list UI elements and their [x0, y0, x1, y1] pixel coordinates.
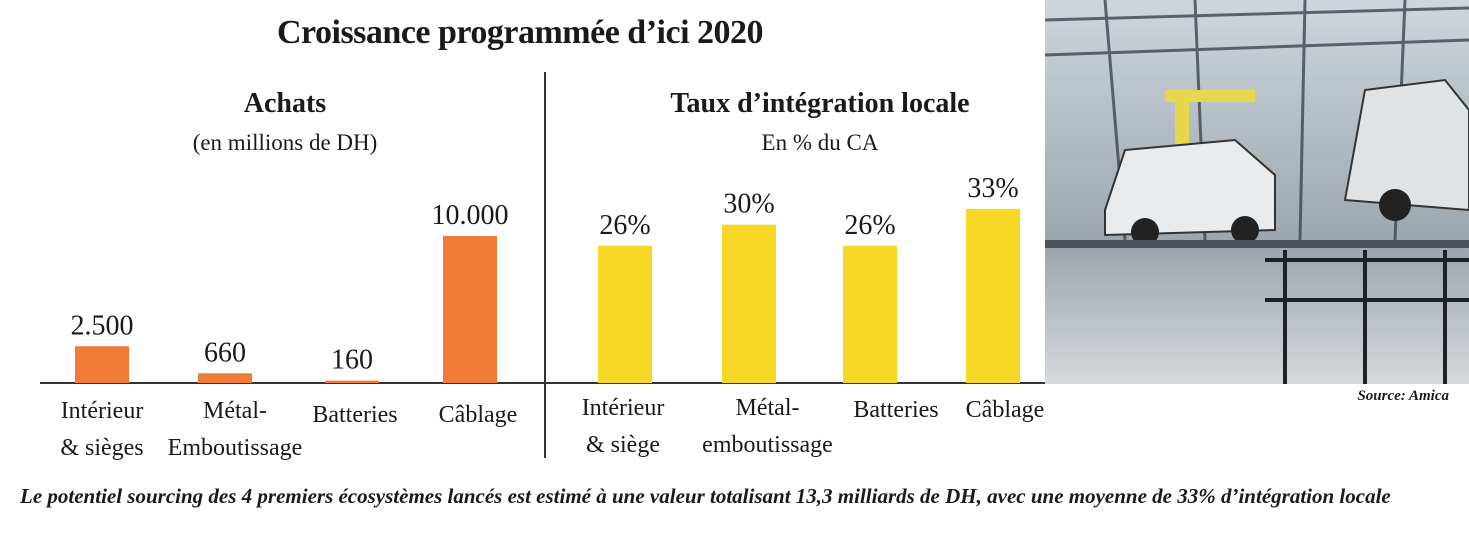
right-panel-title: Taux d’intégration locale	[670, 88, 970, 119]
right-cat-label-3: Batteries	[853, 397, 939, 423]
caption: Le potentiel sourcing des 4 premiers éco…	[20, 484, 1391, 508]
chart-title: Croissance programmée d’ici 2020	[276, 14, 764, 51]
left-cat-label-4: Câblage	[438, 402, 518, 428]
integration-bar-1	[598, 245, 652, 383]
achats-bar-3	[325, 380, 379, 383]
achats-value-label-1: 2.500	[71, 310, 134, 341]
source-note: Source: Amica	[1357, 388, 1449, 404]
right-panel-subtitle: En % du CA	[761, 130, 879, 155]
integration-value-label-2: 30%	[723, 189, 774, 220]
left-cat-label-3: Batteries	[312, 402, 398, 428]
integration-value-label-4: 33%	[967, 173, 1018, 204]
achats-bar-4	[443, 236, 497, 383]
achats-bar-1	[75, 346, 129, 383]
right-cat-label-1: Intérieur & siège	[581, 395, 665, 458]
achats-value-label-4: 10.000	[432, 200, 509, 231]
integration-bar-2	[722, 224, 776, 383]
integration-bar-3	[843, 245, 897, 383]
integration-value-label-1: 26%	[599, 210, 650, 241]
right-cat-label-4: Câblage	[965, 397, 1045, 423]
integration-value-label-3: 26%	[844, 210, 895, 241]
left-cat-label-1: Intérieur & sièges	[60, 398, 144, 461]
left-panel-title: Achats	[243, 88, 327, 119]
right-cat-label-2: Métal- emboutissage	[702, 395, 833, 458]
achats-value-label-3: 160	[331, 345, 373, 376]
factory-photo-icon	[1044, 0, 1469, 384]
integration-bar-4	[966, 208, 1020, 383]
left-cat-label-2: Métal- Emboutissage	[167, 398, 303, 461]
achats-bar-2	[198, 373, 252, 383]
achats-value-label-2: 660	[204, 337, 246, 368]
factory-photo	[1044, 0, 1469, 384]
left-panel-subtitle: (en millions de DH)	[192, 130, 378, 155]
